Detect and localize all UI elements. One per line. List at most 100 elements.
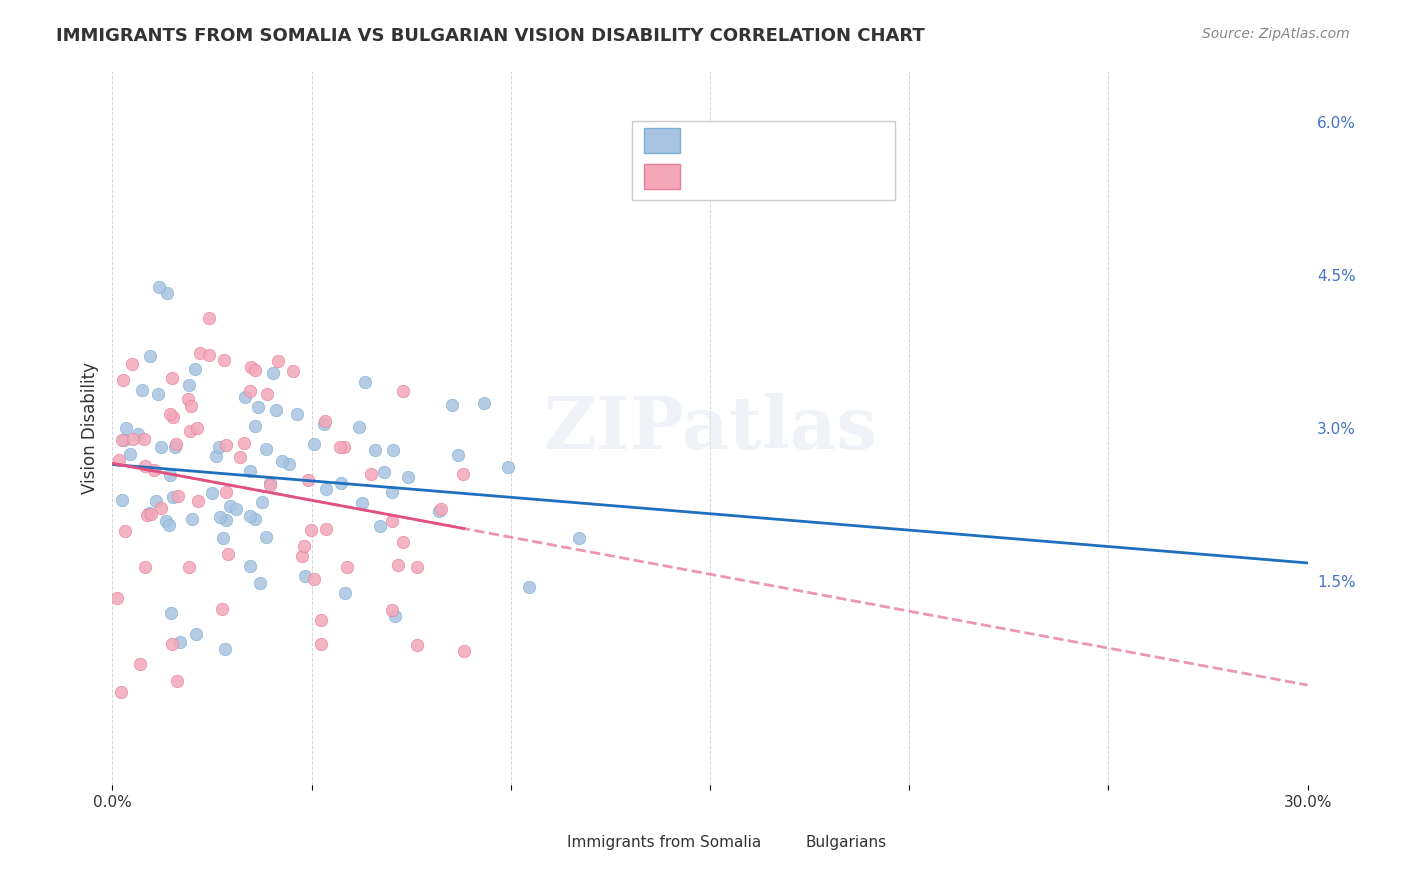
Point [111, 434, 134, 448]
Point [155, 515, 177, 529]
Point [309, 636, 332, 650]
Point [291, 549, 314, 564]
Point [121, 358, 143, 372]
Point [259, 476, 281, 491]
Point [162, 409, 184, 424]
FancyBboxPatch shape [508, 833, 548, 854]
Point [254, 530, 277, 544]
Point [267, 354, 290, 368]
Point [243, 362, 266, 376]
Point [183, 362, 205, 376]
Point [129, 657, 152, 672]
Point [112, 372, 135, 386]
Text: 73: 73 [834, 130, 856, 148]
Text: 69: 69 [834, 166, 856, 184]
Point [143, 463, 166, 477]
Point [179, 560, 201, 574]
Point [177, 392, 200, 406]
Point [309, 613, 332, 627]
Point [148, 280, 170, 294]
Point [179, 378, 201, 392]
Point [264, 403, 287, 417]
Point [336, 559, 359, 574]
Text: N =: N = [787, 166, 835, 184]
Point [294, 568, 316, 582]
FancyBboxPatch shape [644, 164, 681, 189]
Point [360, 467, 382, 482]
Point [214, 353, 236, 368]
FancyBboxPatch shape [633, 121, 896, 200]
Point [187, 494, 209, 508]
Point [232, 436, 254, 450]
Y-axis label: Vision Disability: Vision Disability [80, 362, 98, 494]
Point [277, 457, 299, 471]
Point [200, 486, 222, 500]
Point [209, 509, 232, 524]
Point [381, 603, 404, 617]
Point [347, 420, 370, 434]
Text: R =: R = [686, 130, 727, 148]
Point [285, 407, 308, 421]
Point [382, 443, 405, 458]
Point [380, 485, 402, 500]
Point [329, 476, 352, 491]
Point [134, 459, 156, 474]
Point [160, 638, 183, 652]
Point [262, 366, 284, 380]
Point [139, 349, 162, 363]
Point [198, 311, 221, 326]
Point [315, 414, 337, 428]
Point [160, 371, 183, 385]
Point [167, 490, 190, 504]
Point [111, 492, 134, 507]
Text: Source: ZipAtlas.com: Source: ZipAtlas.com [1202, 27, 1350, 41]
Point [165, 437, 187, 451]
Point [180, 512, 202, 526]
Point [239, 384, 262, 398]
Point [211, 602, 233, 616]
Point [281, 364, 304, 378]
Point [405, 559, 427, 574]
Point [149, 441, 172, 455]
Point [381, 514, 404, 528]
Point [440, 399, 463, 413]
Point [121, 432, 143, 446]
Point [184, 626, 207, 640]
Text: ZIPatlas: ZIPatlas [543, 392, 877, 464]
Point [302, 437, 325, 451]
Point [146, 386, 169, 401]
Point [304, 572, 326, 586]
Point [270, 454, 292, 468]
Point [150, 501, 173, 516]
Point [188, 346, 211, 360]
Point [451, 467, 474, 481]
Point [179, 424, 201, 438]
Point [239, 558, 262, 573]
Text: R =: R = [686, 166, 723, 184]
Text: -0.135: -0.135 [731, 166, 785, 184]
Point [217, 547, 239, 561]
Point [496, 460, 519, 475]
Point [568, 531, 591, 545]
Point [427, 504, 450, 518]
Point [387, 558, 409, 573]
Point [169, 635, 191, 649]
Point [162, 490, 184, 504]
Point [259, 478, 281, 492]
Point [243, 418, 266, 433]
Point [447, 448, 470, 462]
Point [333, 440, 356, 454]
Point [352, 496, 374, 510]
Point [233, 390, 256, 404]
Point [249, 576, 271, 591]
Text: Bulgarians: Bulgarians [806, 835, 887, 849]
Point [353, 375, 375, 389]
Point [517, 580, 540, 594]
Point [114, 524, 136, 539]
Point [453, 644, 475, 658]
Point [157, 517, 180, 532]
Point [252, 495, 274, 509]
Point [406, 638, 429, 652]
Point [292, 539, 315, 553]
Point [120, 447, 142, 461]
